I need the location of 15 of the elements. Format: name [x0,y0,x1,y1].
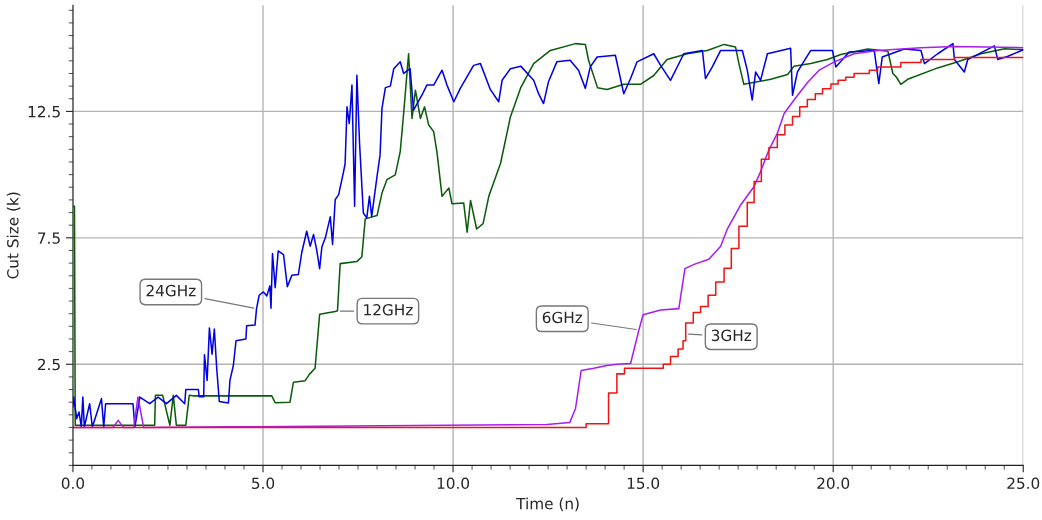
y-axis-title: Cut Size (k) [6,192,21,279]
x-tick-label: 25.0 [1007,477,1040,490]
y-tick-label: 2.5 [37,358,60,371]
annotation: 6GHz [542,311,583,324]
x-tick-label: 10.0 [437,477,470,490]
x-tick-label: 15.0 [627,477,660,490]
annotation: 12GHz [364,304,413,316]
x-axis-title: Time (n) [516,497,579,512]
annotation: 24GHz [146,284,196,297]
y-tick-label: 12.5 [28,105,60,118]
x-tick-label: 5.0 [252,477,275,490]
annotation: 3GHz [711,329,752,342]
x-tick-label: 0.0 [61,477,85,490]
x-tick-label: 20.0 [817,477,850,490]
y-tick-label: 7.5 [38,232,60,244]
